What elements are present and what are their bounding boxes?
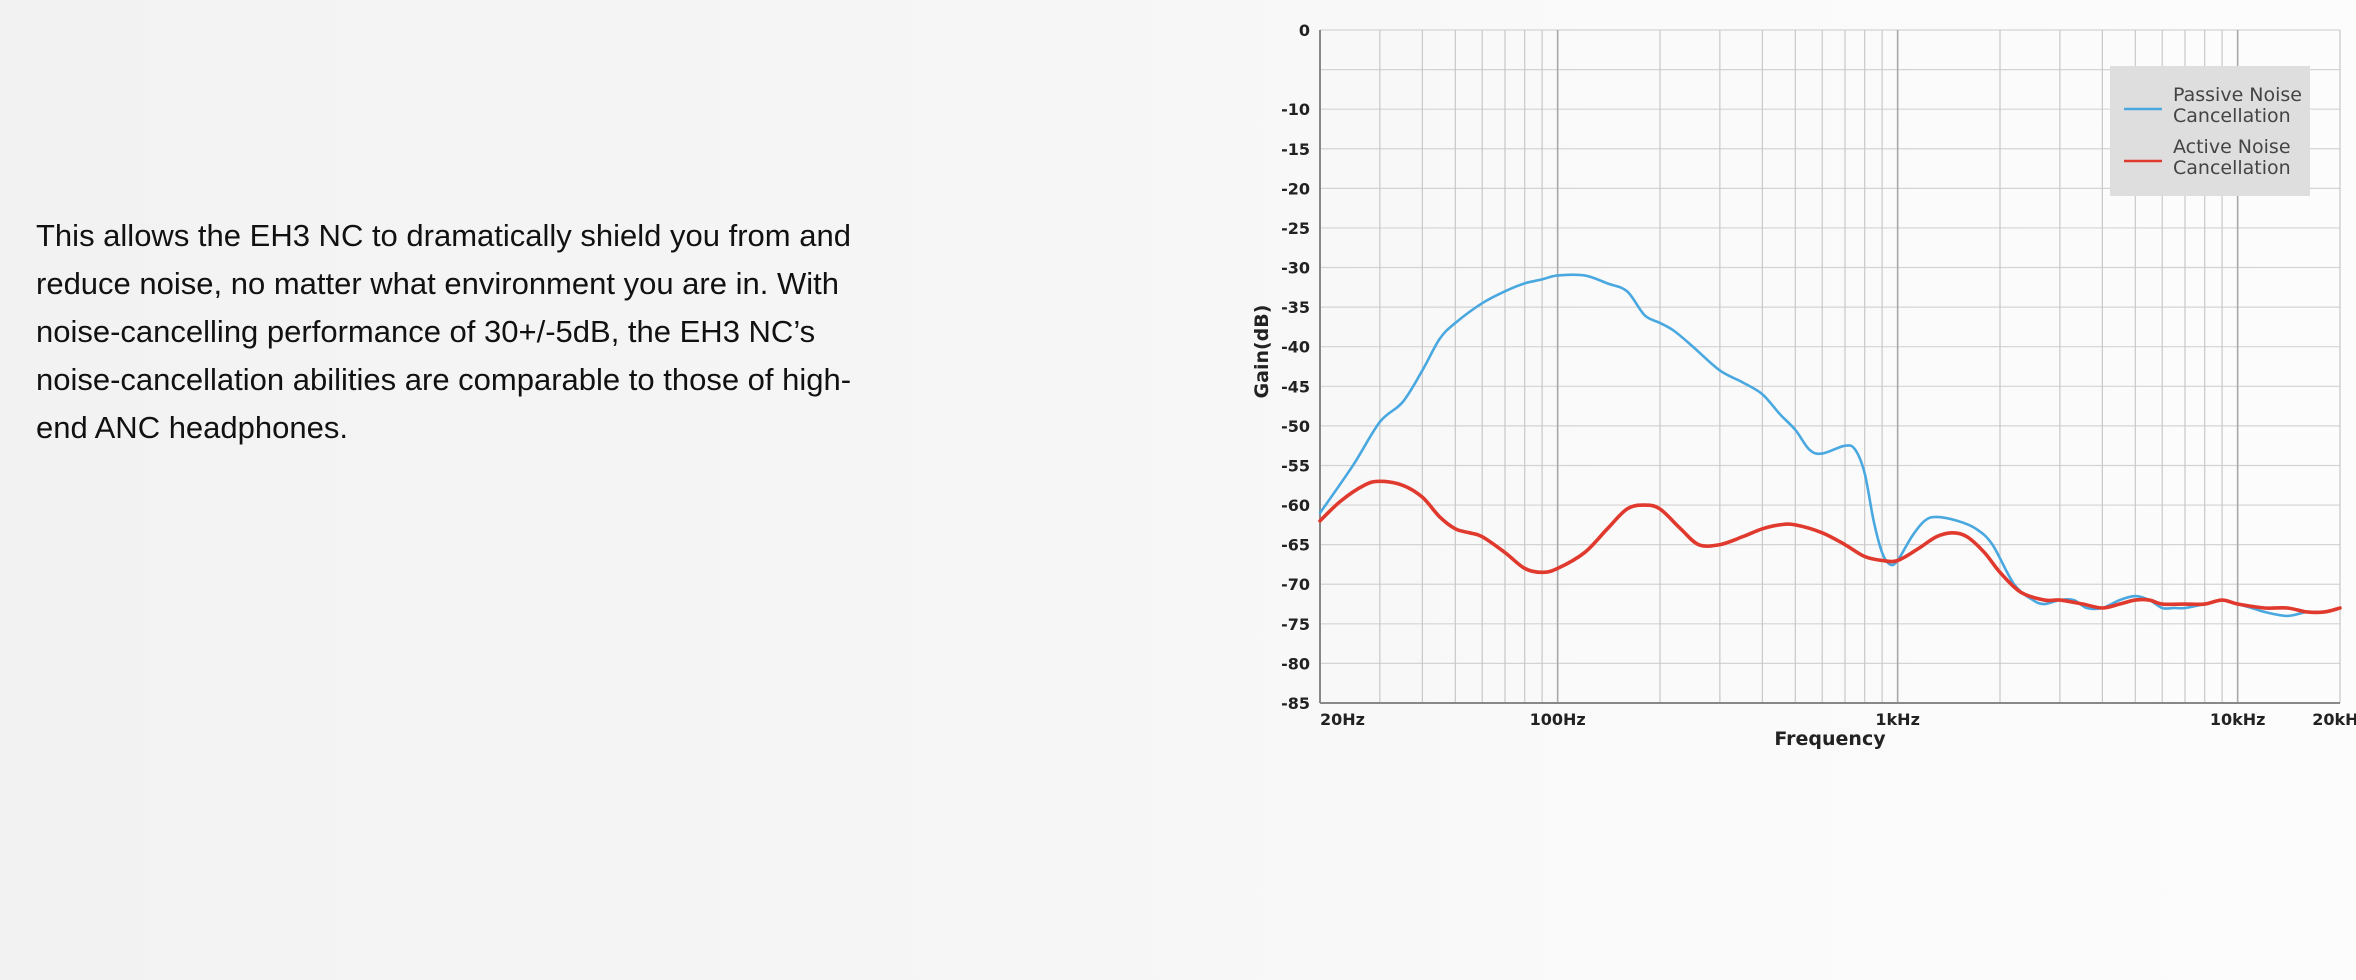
chart-axes	[1319, 30, 2340, 704]
chart-series	[1318, 273, 2342, 618]
noise-cancellation-chart: 0 -10 -15 -20 -25 -30 -35 -40 -45 -50 -55 -60 -65 -70…	[1251, 21, 2356, 750]
x-tick-label: 20Hz	[1320, 710, 1365, 729]
y-tick-label: -60	[1281, 496, 1310, 515]
x-tick-label: 10kHz	[2210, 710, 2266, 729]
chart-tick-labels: 0 -10 -15 -20 -25 -30 -35 -40 -45 -50 -55 -60 -65 -70…	[1251, 21, 2356, 750]
y-tick-label: -40	[1281, 338, 1310, 357]
y-tick-label: -15	[1281, 140, 1310, 159]
y-tick-label: -45	[1281, 377, 1310, 396]
y-tick-label: -75	[1281, 615, 1310, 634]
series-line-active	[1318, 479, 2342, 615]
y-tick-label: -85	[1281, 694, 1310, 713]
x-tick-label: 100Hz	[1530, 710, 1586, 729]
y-tick-label: -25	[1281, 219, 1310, 238]
y-tick-label: -55	[1281, 456, 1310, 475]
y-tick-label: 0	[1299, 21, 1310, 40]
y-axis-label: Gain(dB)	[1251, 305, 1273, 399]
x-tick-label: 1kHz	[1875, 710, 1919, 729]
legend-label-passive: Passive Noise Cancellation	[2173, 84, 2302, 127]
y-tick-label: -20	[1281, 179, 1310, 198]
intro-paragraph: This allows the EH3 NC to dramatically s…	[36, 218, 852, 445]
y-tick-label: -10	[1281, 100, 1310, 119]
x-axis-label: Frequency	[1774, 728, 1886, 750]
y-tick-label: -30	[1281, 259, 1310, 278]
x-tick-label: 20kHz	[2312, 710, 2356, 729]
y-tick-label: -80	[1281, 654, 1310, 673]
y-tick-label: -65	[1281, 536, 1310, 555]
legend-box	[2110, 66, 2310, 196]
y-tick-label: -50	[1281, 417, 1310, 436]
y-tick-label: -35	[1281, 298, 1310, 317]
legend-label-active: Active Noise Cancellation	[2173, 136, 2291, 179]
series-line-passive	[1318, 273, 2342, 618]
chart-legend: Passive Noise Cancellation Active Noise Can…	[2110, 66, 2310, 196]
y-tick-label: -70	[1281, 575, 1310, 594]
